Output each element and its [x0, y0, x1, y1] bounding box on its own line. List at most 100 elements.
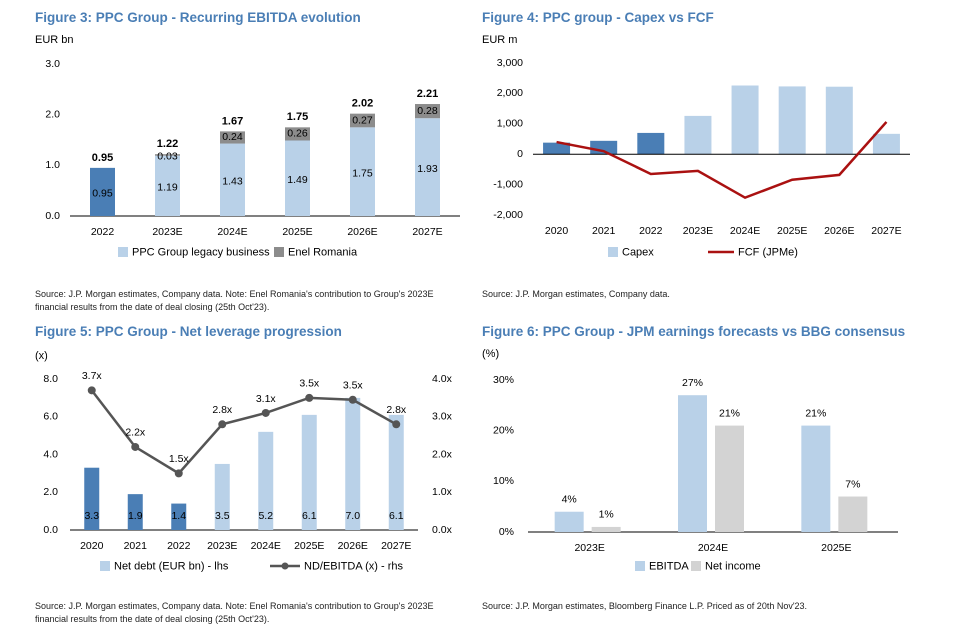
legend-net-debt-swatch	[100, 561, 110, 571]
data-label-legacy: 1.75	[352, 167, 373, 179]
data-label-enel: 0.24	[222, 131, 243, 143]
figure-6-chart: 0% 10% 20% 30% 4% 1% 2023E 27% 21% 2024E 21% 7% 2025…	[493, 374, 898, 572]
y-tick-label-left: 4.0	[43, 448, 58, 460]
legend-net-income: Net income	[705, 560, 761, 572]
bar-net-income	[715, 425, 744, 532]
bar-net-debt	[127, 494, 143, 530]
y-tick-label: 0	[517, 148, 523, 160]
data-label-legacy: 0.95	[92, 188, 113, 200]
data-label-ebitda: 21%	[805, 407, 826, 419]
bar-net-debt	[258, 431, 274, 530]
bar-capex	[825, 86, 853, 155]
legend-capex-swatch	[608, 247, 618, 257]
marker-nd-ebitda	[392, 420, 401, 429]
bar-legacy	[350, 127, 375, 216]
bar-capex	[543, 142, 571, 155]
x-tick-label: 2020	[80, 540, 104, 552]
bar-enel	[350, 113, 375, 128]
data-label-nd-ebitda: 3.7x	[82, 370, 103, 382]
bar-enel	[220, 131, 245, 144]
bar-ebitda	[801, 425, 831, 532]
figure-6-source: Source: J.P. Morgan estimates, Bloomberg…	[482, 601, 808, 611]
marker-nd-ebitda	[131, 442, 140, 451]
x-tick-label: 2023E	[207, 540, 237, 552]
y-tick-label: 20%	[493, 424, 514, 436]
data-label-net-debt: 3.5	[215, 510, 230, 522]
y-tick-label: 0.0	[45, 210, 60, 222]
y-tick-label: 3.0	[45, 58, 60, 70]
y-tick-label: 1.0	[45, 159, 60, 171]
x-tick-label: 2020	[545, 225, 569, 237]
data-label-net-income: 1%	[599, 509, 614, 521]
data-label-ebitda: 27%	[682, 377, 703, 389]
legend-net-debt: Net debt (EUR bn) - lhs	[114, 560, 229, 572]
total-label: 0.95	[92, 152, 113, 164]
data-label-legacy: 1.43	[222, 176, 243, 188]
y-tick-label-right: 0.0x	[432, 524, 453, 536]
data-label-enel: 0.27	[352, 114, 373, 126]
x-tick-label: 2021	[124, 540, 148, 552]
legend-legacy: PPC Group legacy business	[132, 246, 270, 258]
figure-5-title: Figure 5: PPC Group - Net leverage progr…	[35, 324, 342, 339]
legend-enel: Enel Romania	[288, 246, 358, 258]
bar-capex	[731, 85, 759, 155]
data-label-legacy: 1.93	[417, 163, 438, 175]
data-label-enel: 0.26	[287, 128, 308, 140]
x-tick-label: 2027E	[381, 540, 411, 552]
x-tick-label: 2026E	[338, 540, 368, 552]
y-tick-label-left: 2.0	[43, 486, 58, 498]
y-tick-label-left: 8.0	[43, 373, 58, 385]
legend-capex: Capex	[622, 246, 654, 258]
bar-enel	[155, 154, 180, 156]
figure-4-panel: Figure 4: PPC group - Capex vs FCF EUR m…	[478, 0, 956, 313]
marker-nd-ebitda	[348, 395, 357, 404]
bar-ebitda	[678, 395, 707, 532]
y-tick-label: 0%	[499, 526, 514, 538]
data-label-net-debt: 6.1	[389, 510, 404, 522]
data-label-nd-ebitda: 3.1x	[256, 393, 277, 405]
bar-net-debt	[84, 467, 100, 530]
y-tick-label: 2,000	[497, 87, 523, 99]
total-label: 1.22	[157, 138, 178, 150]
x-tick-label: 2024E	[251, 540, 281, 552]
bar-net-debt	[345, 397, 361, 530]
bar-legacy	[90, 167, 115, 216]
y-tick-label-right: 2.0x	[432, 448, 453, 460]
marker-nd-ebitda	[87, 386, 96, 395]
figure-3-unit: EUR bn	[35, 34, 74, 46]
bar-legacy	[220, 143, 245, 216]
legend-enel-swatch	[274, 247, 284, 257]
data-label-nd-ebitda: 2.8x	[212, 404, 233, 416]
marker-nd-ebitda	[218, 420, 227, 429]
legend-ebitda-swatch	[635, 561, 645, 571]
figure-4-chart: -2,000 -1,000 0 1,000 2,000 3,000 2020 2021 2022…	[493, 57, 910, 258]
legend-nd-ebitda: ND/EBITDA (x) - rhs	[304, 560, 404, 572]
y-tick-label-right: 1.0x	[432, 486, 453, 498]
legend-legacy-swatch	[118, 247, 128, 257]
legend-fcf: FCF (JPMe)	[738, 246, 798, 258]
figure-6-unit: (%)	[482, 348, 500, 360]
data-label-legacy: 1.49	[287, 174, 308, 186]
x-tick-label: 2022	[167, 540, 191, 552]
data-label-net-income: 21%	[719, 407, 740, 419]
bar-enel	[285, 127, 310, 141]
total-label: 2.21	[417, 88, 438, 100]
y-tick-label: 30%	[493, 374, 514, 386]
bar-legacy	[415, 118, 440, 216]
y-tick-label-right: 3.0x	[432, 411, 453, 423]
data-label-nd-ebitda: 3.5x	[299, 378, 320, 390]
x-tick-label: 2025E	[777, 225, 807, 237]
figure-5-chart: 0.0 2.0 4.0 6.0 8.0 0.0x 1.0x 2.0x 3.0x 4.0x 3.3 20…	[43, 370, 453, 572]
bar-capex	[872, 133, 900, 155]
total-label: 1.67	[222, 115, 243, 127]
y-tick-label: 10%	[493, 475, 514, 487]
legend-net-income-swatch	[691, 561, 701, 571]
x-tick-label: 2023E	[574, 542, 604, 554]
total-label: 1.75	[287, 111, 308, 123]
x-tick-label: 2024E	[217, 226, 247, 238]
x-tick-label: 2022	[639, 225, 663, 237]
x-tick-label: 2025E	[294, 540, 324, 552]
x-tick-label: 2024E	[730, 225, 760, 237]
bar-net-debt	[171, 503, 187, 530]
bar-enel	[415, 104, 440, 119]
